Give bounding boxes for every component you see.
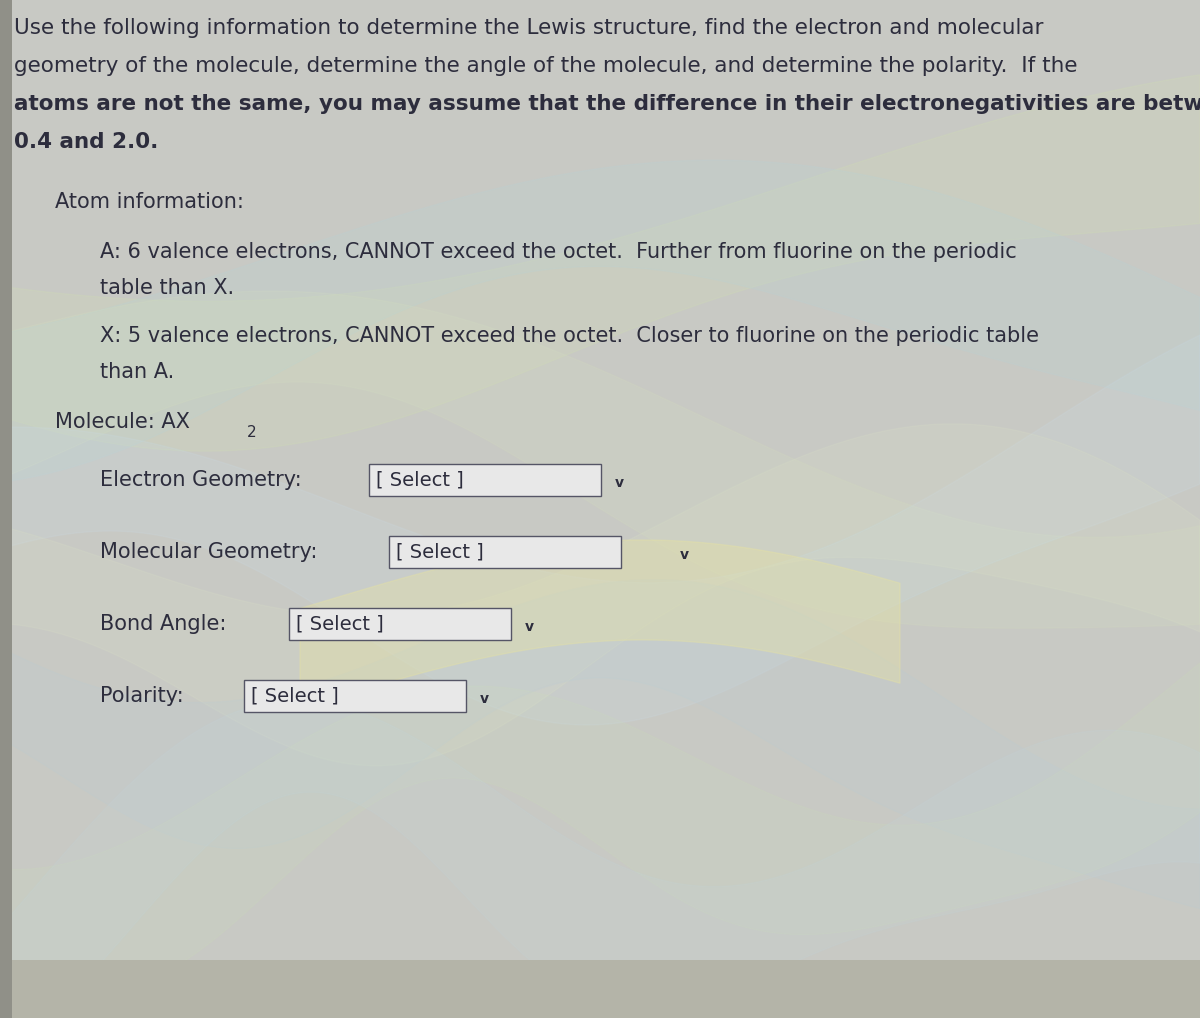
- Text: Polarity:: Polarity:: [100, 686, 184, 706]
- Text: v: v: [680, 548, 689, 562]
- Text: [ Select ]: [ Select ]: [251, 686, 338, 705]
- Polygon shape: [300, 540, 900, 709]
- Text: [ Select ]: [ Select ]: [296, 615, 384, 633]
- Text: than A.: than A.: [100, 362, 174, 382]
- Text: Molecular Geometry:: Molecular Geometry:: [100, 542, 317, 562]
- Text: Use the following information to determine the Lewis structure, find the electro: Use the following information to determi…: [14, 18, 1044, 38]
- Text: X: 5 valence electrons, CANNOT exceed the octet.  Closer to fluorine on the peri: X: 5 valence electrons, CANNOT exceed th…: [100, 326, 1039, 346]
- Text: v: v: [616, 476, 624, 490]
- FancyBboxPatch shape: [12, 960, 1200, 1018]
- Text: 0.4 and 2.0.: 0.4 and 2.0.: [14, 132, 158, 152]
- Polygon shape: [0, 74, 1200, 451]
- Text: Electron Geometry:: Electron Geometry:: [100, 470, 301, 490]
- Text: Atom information:: Atom information:: [55, 192, 244, 212]
- Polygon shape: [0, 160, 1200, 483]
- Text: [ Select ]: [ Select ]: [376, 470, 463, 490]
- Text: 2: 2: [247, 425, 257, 440]
- Text: v: v: [526, 620, 534, 634]
- Text: Molecule: AX: Molecule: AX: [55, 412, 190, 432]
- Polygon shape: [0, 335, 1200, 725]
- FancyBboxPatch shape: [389, 536, 622, 568]
- Text: geometry of the molecule, determine the angle of the molecule, and determine the: geometry of the molecule, determine the …: [14, 56, 1078, 76]
- FancyBboxPatch shape: [370, 464, 601, 496]
- Polygon shape: [0, 663, 1200, 994]
- FancyBboxPatch shape: [0, 0, 12, 1018]
- Text: Bond Angle:: Bond Angle:: [100, 614, 227, 634]
- FancyBboxPatch shape: [244, 680, 466, 712]
- Text: atoms are not the same, you may assume that the difference in their electronegat: atoms are not the same, you may assume t…: [14, 94, 1200, 114]
- Text: [ Select ]: [ Select ]: [396, 543, 484, 562]
- Text: table than X.: table than X.: [100, 278, 234, 298]
- FancyBboxPatch shape: [289, 608, 511, 640]
- Polygon shape: [0, 700, 1200, 1018]
- Text: v: v: [480, 692, 490, 706]
- Polygon shape: [0, 579, 1200, 909]
- Polygon shape: [0, 423, 1200, 766]
- Text: A: 6 valence electrons, CANNOT exceed the octet.  Further from fluorine on the p: A: 6 valence electrons, CANNOT exceed th…: [100, 242, 1016, 262]
- Polygon shape: [0, 291, 1200, 628]
